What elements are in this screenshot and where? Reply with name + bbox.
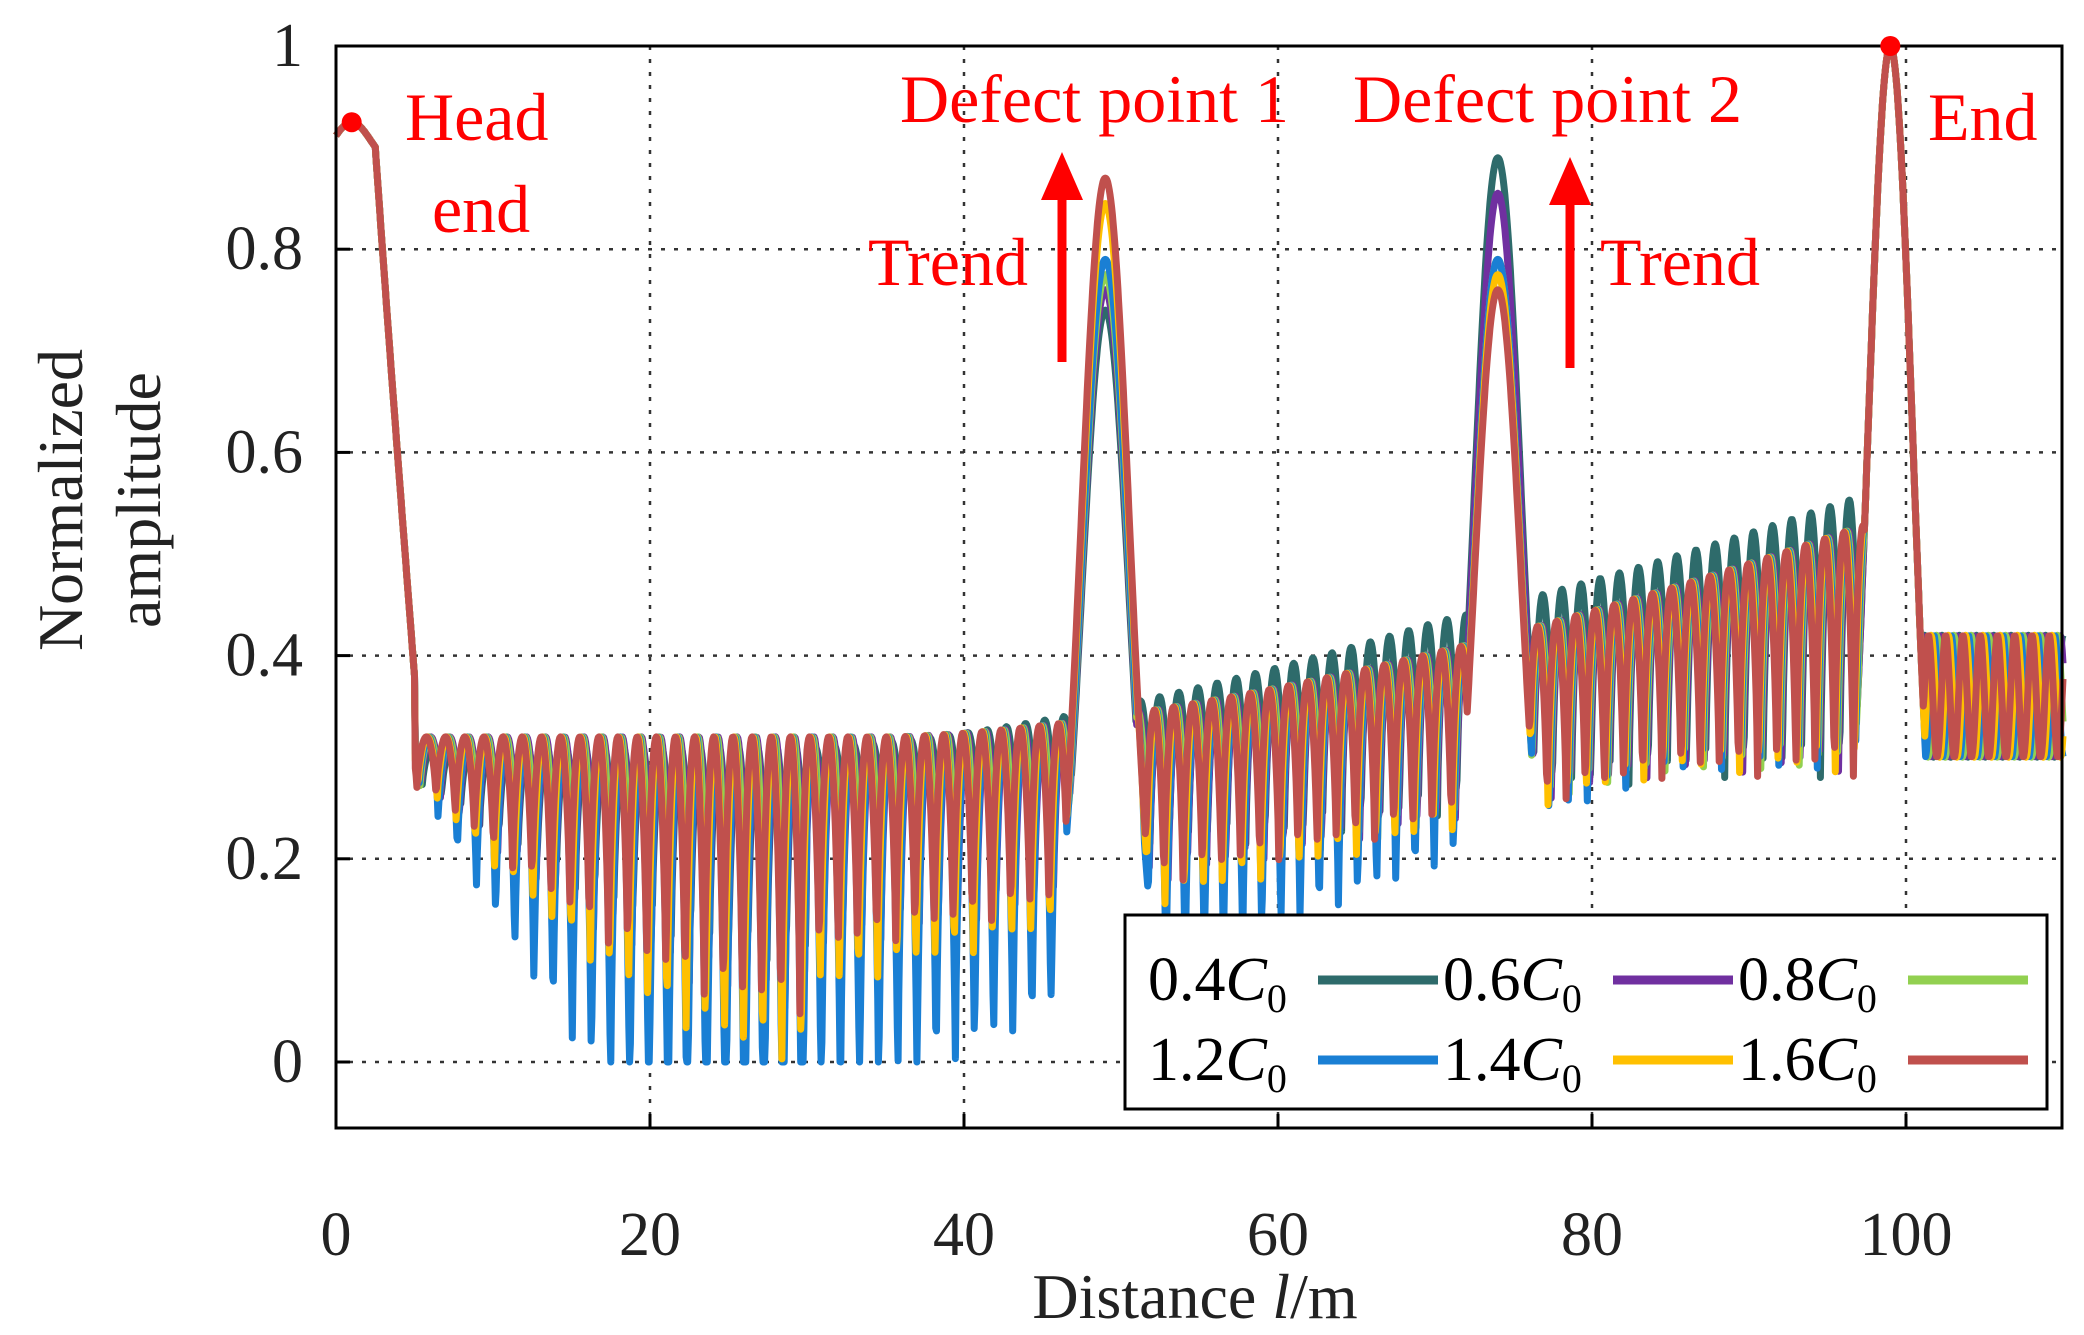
- legend: 0.4C0 0.6C0 0.8C0 1.2C0 1.4C0 1.6C0: [1123, 913, 2049, 1111]
- legend-label-0.4: 0.4C0: [1148, 946, 1287, 1021]
- legend-items: 0.4C0 0.6C0 0.8C0 1.2C0 1.4C0 1.6C0: [1148, 946, 2028, 1101]
- x-axis-label: Distance l/m: [1032, 1261, 1357, 1332]
- legend-label-1.6: 1.6C0: [1738, 1026, 1877, 1101]
- x-tick-label-80: 80: [1561, 1201, 1623, 1269]
- end-label: End: [1928, 79, 2038, 155]
- end-marker: [1880, 36, 1901, 56]
- y-tick-label-0.2: 0.2: [226, 825, 304, 893]
- y-axis-label-line2: amplitude: [103, 372, 174, 628]
- annotation-layer: Head end Defect point 1 Defect point 2 E…: [341, 36, 2038, 368]
- y-tick-label-0.4: 0.4: [226, 622, 304, 690]
- tick-layer: 0 20 40 60 80 100 0 0.2 0.4 0.6 0.8 1: [226, 12, 1953, 1269]
- y-tick-label-0.6: 0.6: [226, 418, 304, 486]
- x-tick-label-60: 60: [1247, 1201, 1309, 1269]
- series-line-1.6C0: [333, 42, 2067, 1018]
- defect-point-2-label: Defect point 2: [1353, 61, 1742, 137]
- y-tick-label-1: 1: [272, 12, 303, 80]
- trend-left-label: Trend: [868, 224, 1028, 300]
- trend-right-label: Trend: [1600, 224, 1760, 300]
- legend-label-0.6: 0.6C0: [1443, 946, 1582, 1021]
- trend-left-arrowhead: [1041, 152, 1083, 200]
- y-tick-label-0.8: 0.8: [226, 215, 304, 283]
- x-tick-label-20: 20: [619, 1201, 681, 1269]
- y-axis-label-line1: Normalized: [25, 349, 96, 651]
- legend-label-1.4: 1.4C0: [1443, 1026, 1582, 1101]
- head-end-label-line1: Head: [405, 79, 548, 155]
- x-tick-label-40: 40: [933, 1201, 995, 1269]
- x-tick-label-100: 100: [1860, 1201, 1953, 1269]
- y-tick-label-0: 0: [272, 1028, 303, 1096]
- legend-label-0.8: 0.8C0: [1738, 946, 1877, 1021]
- x-tick-label-0: 0: [321, 1201, 352, 1269]
- trend-right-arrowhead: [1549, 157, 1591, 205]
- head-end-label-line2: end: [432, 171, 530, 247]
- plot-frame: [334, 44, 2064, 1130]
- defect-point-1-label: Defect point 1: [900, 61, 1289, 137]
- head-end-marker: [341, 112, 362, 133]
- series-layer: [333, 42, 2067, 1066]
- legend-box: [1123, 913, 2049, 1111]
- legend-label-1.2: 1.2C0: [1148, 1026, 1287, 1101]
